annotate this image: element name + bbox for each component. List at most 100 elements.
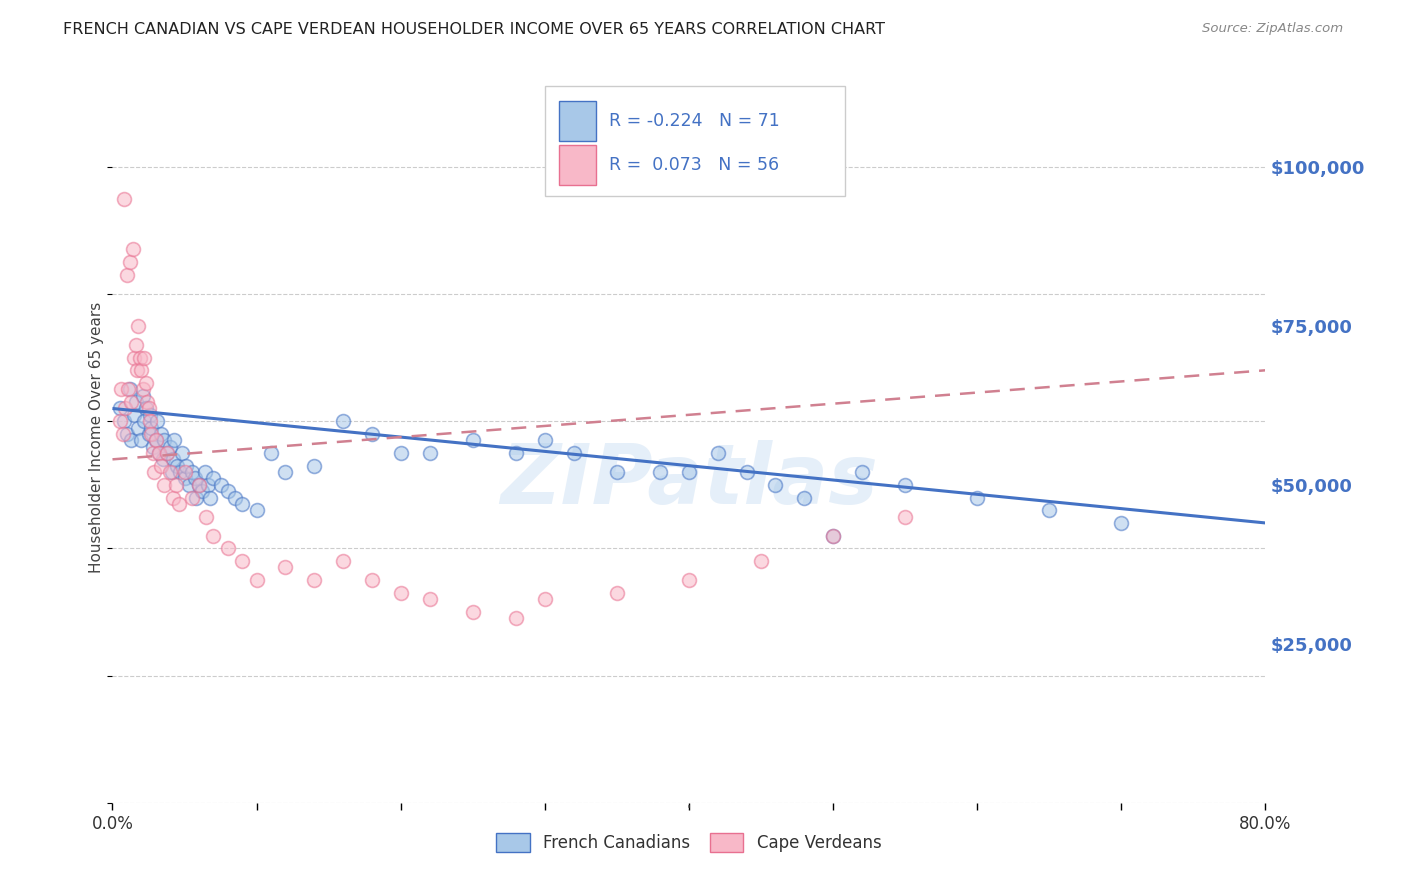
Point [160, 465, 183, 479]
Point [765, 477, 787, 491]
Point [121, 243, 143, 257]
Point [167, 497, 190, 511]
Text: R = -0.224   N = 71: R = -0.224 N = 71 [609, 112, 780, 129]
Point [173, 471, 195, 485]
Point [138, 426, 160, 441]
Point [128, 351, 150, 365]
Point [183, 471, 205, 485]
Point [127, 318, 149, 333]
Point [246, 573, 269, 587]
Point [174, 458, 197, 473]
Point [188, 477, 211, 491]
Point [118, 255, 141, 269]
Point [274, 560, 297, 574]
Point [139, 414, 162, 428]
Point [150, 426, 173, 441]
Text: FRENCH CANADIAN VS CAPE VERDEAN HOUSEHOLDER INCOME OVER 65 YEARS CORRELATION CHA: FRENCH CANADIAN VS CAPE VERDEAN HOUSEHOL… [63, 22, 886, 37]
Point [606, 465, 628, 479]
Text: ZIPatlas: ZIPatlas [501, 441, 877, 522]
Point [419, 592, 441, 607]
Point [197, 477, 219, 491]
Text: R =  0.073   N = 56: R = 0.073 N = 56 [609, 155, 779, 174]
Point [821, 529, 844, 543]
Point [894, 477, 917, 491]
FancyBboxPatch shape [558, 145, 596, 185]
Point [134, 351, 156, 365]
Point [125, 363, 148, 377]
Point [505, 611, 527, 625]
Point [195, 509, 218, 524]
Point [191, 484, 214, 499]
Point [534, 434, 557, 448]
Point [966, 491, 988, 505]
Point [419, 446, 441, 460]
Point [678, 573, 700, 587]
Point [389, 586, 412, 600]
Point [188, 477, 211, 491]
Point [115, 268, 138, 282]
Point [115, 426, 138, 441]
Point [108, 414, 131, 428]
Point [217, 484, 239, 499]
Point [650, 465, 672, 479]
Point [150, 458, 173, 473]
Point [894, 509, 917, 524]
Point [162, 452, 184, 467]
Point [141, 426, 163, 441]
Point [505, 446, 527, 460]
Point [224, 491, 246, 505]
Point [120, 395, 142, 409]
Y-axis label: Householder Income Over 65 years: Householder Income Over 65 years [89, 301, 104, 573]
Point [112, 414, 135, 428]
Point [124, 338, 146, 352]
Point [148, 446, 170, 460]
Point [202, 529, 225, 543]
Point [146, 414, 169, 428]
Point [735, 465, 758, 479]
Point [120, 434, 142, 448]
Point [231, 554, 253, 568]
Point [153, 477, 176, 491]
Point [145, 434, 167, 448]
Point [122, 408, 145, 422]
Point [159, 440, 181, 454]
Point [114, 401, 136, 416]
Point [793, 491, 815, 505]
FancyBboxPatch shape [558, 101, 596, 141]
Point [274, 465, 297, 479]
Point [606, 586, 628, 600]
Point [678, 465, 700, 479]
Point [135, 401, 157, 416]
Point [141, 420, 163, 434]
Point [360, 573, 382, 587]
Point [184, 491, 207, 505]
Point [851, 465, 873, 479]
Point [163, 434, 186, 448]
Point [129, 434, 153, 448]
Point [143, 465, 166, 479]
Point [180, 465, 202, 479]
Point [134, 414, 156, 428]
Point [177, 477, 200, 491]
Point [122, 351, 145, 365]
Point [360, 426, 382, 441]
Point [389, 446, 412, 460]
Point [821, 529, 844, 543]
Legend: French Canadians, Cape Verdeans: French Canadians, Cape Verdeans [488, 824, 890, 860]
Point [139, 408, 162, 422]
Point [260, 446, 283, 460]
Point [153, 434, 176, 448]
Point [461, 434, 484, 448]
Point [246, 503, 269, 517]
Point [118, 383, 141, 397]
Point [142, 446, 165, 460]
Point [112, 192, 135, 206]
Point [180, 491, 202, 505]
Point [142, 440, 165, 454]
Point [152, 452, 174, 467]
Point [156, 446, 179, 460]
Point [217, 541, 239, 556]
Text: Source: ZipAtlas.com: Source: ZipAtlas.com [1202, 22, 1343, 36]
Point [562, 446, 585, 460]
Point [136, 395, 159, 409]
